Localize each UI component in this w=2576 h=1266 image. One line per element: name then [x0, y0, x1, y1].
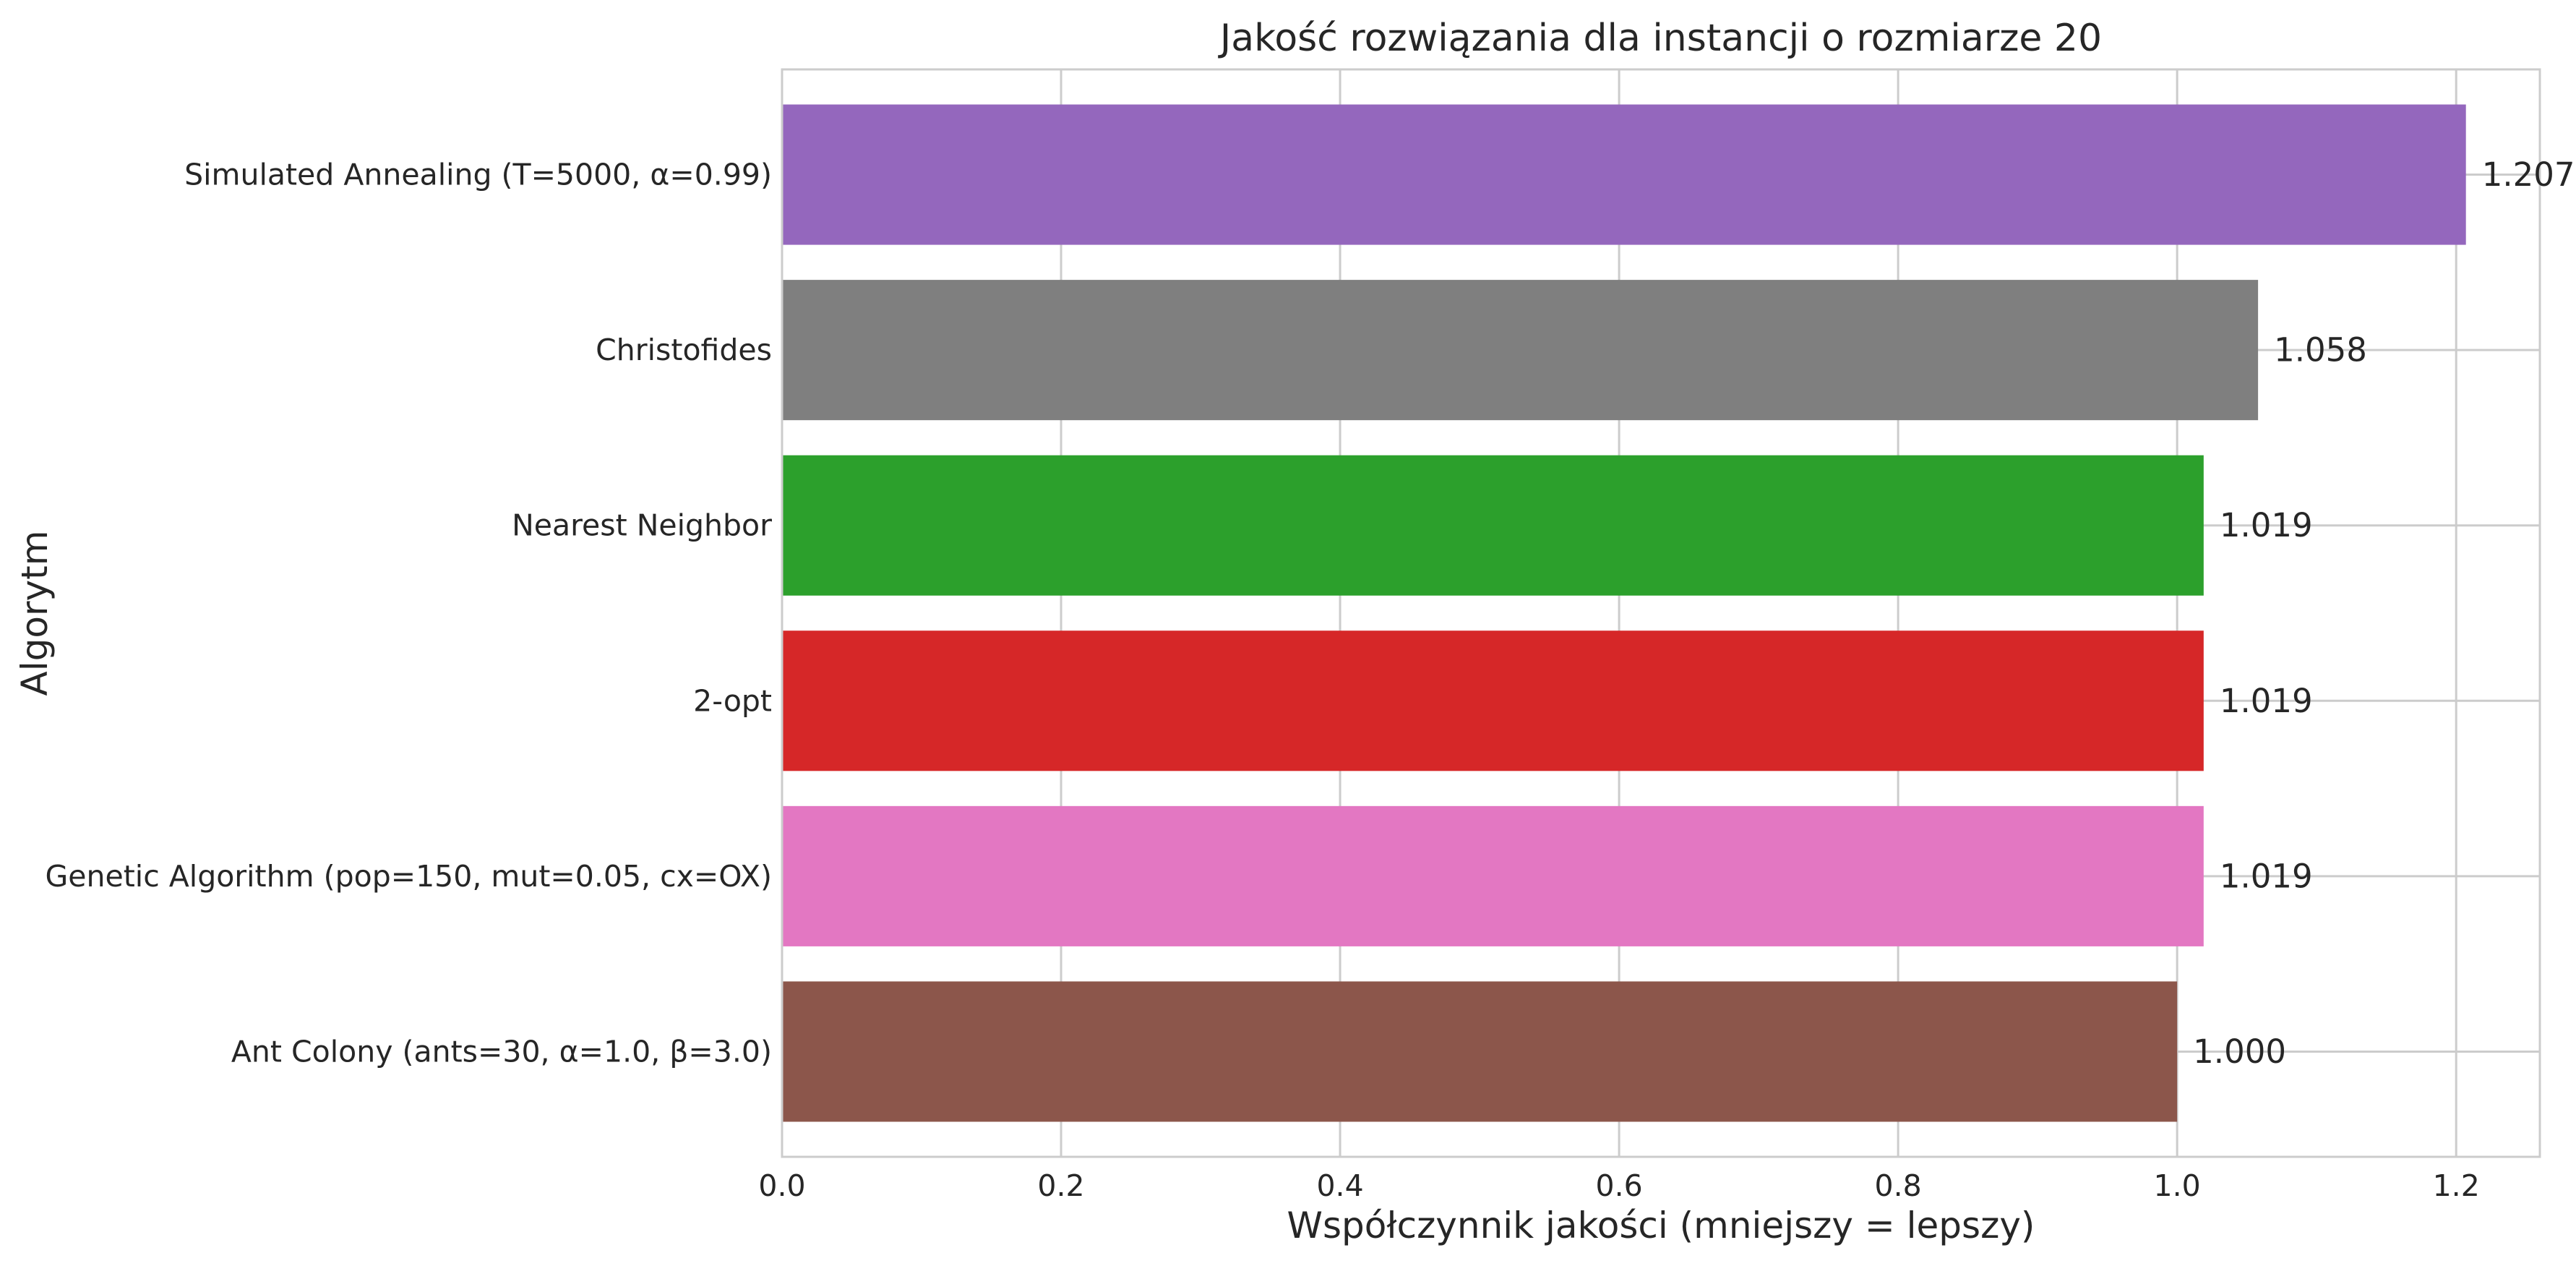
y-category-label: Nearest Neighbor	[512, 508, 772, 543]
x-tick-label: 0.4	[1316, 1168, 1363, 1203]
x-tick-label: 1.0	[2154, 1168, 2201, 1203]
x-tick-label: 1.2	[2433, 1168, 2480, 1203]
bar	[782, 280, 2259, 421]
bar-value-label: 1.019	[2220, 506, 2313, 544]
y-category-label: Simulated Annealing (T=5000, α=0.99)	[184, 158, 772, 192]
y-category-label: Christofides	[596, 333, 772, 367]
y-category-label: Ant Colony (ants=30, α=1.0, β=3.0)	[231, 1034, 772, 1069]
bar-value-label: 1.019	[2220, 682, 2313, 720]
plot-frame	[781, 68, 2541, 1158]
y-axis-label: Algorytm	[14, 531, 56, 696]
y-category-label: Genetic Algorithm (pop=150, mut=0.05, cx…	[46, 859, 772, 894]
y-category-labels: Simulated Annealing (T=5000, α=0.99) Chri…	[46, 158, 773, 1069]
bar-value-label: 1.058	[2274, 331, 2367, 369]
bar-value-label: 1.207	[2482, 155, 2575, 194]
x-tick-label: 0.2	[1037, 1168, 1084, 1203]
bar	[782, 981, 2178, 1122]
bar	[782, 104, 2466, 245]
x-tick-label: 0.0	[758, 1168, 805, 1203]
x-tick-label: 0.8	[1875, 1168, 1922, 1203]
y-category-label: 2-opt	[693, 683, 772, 718]
x-axis-label: Współczynnik jakości (mniejszy = lepszy)	[1287, 1205, 2035, 1246]
x-tick-labels: 0.0 0.2 0.4 0.6 0.8 1.0 1.2	[758, 1168, 2479, 1203]
bars	[782, 104, 2466, 1122]
x-gridlines	[781, 69, 2457, 1157]
bar	[782, 455, 2204, 596]
bar-value-label: 1.000	[2193, 1032, 2286, 1071]
value-labels: 1.207 1.058 1.019 1.019 1.019 1.000	[2193, 155, 2575, 1071]
bar	[782, 630, 2204, 771]
x-tick-label: 0.6	[1595, 1168, 1642, 1203]
chart-title: Jakość rozwiązania dla instancji o rozmi…	[1218, 17, 2102, 60]
bar	[782, 805, 2204, 946]
bar-value-label: 1.019	[2220, 857, 2313, 895]
